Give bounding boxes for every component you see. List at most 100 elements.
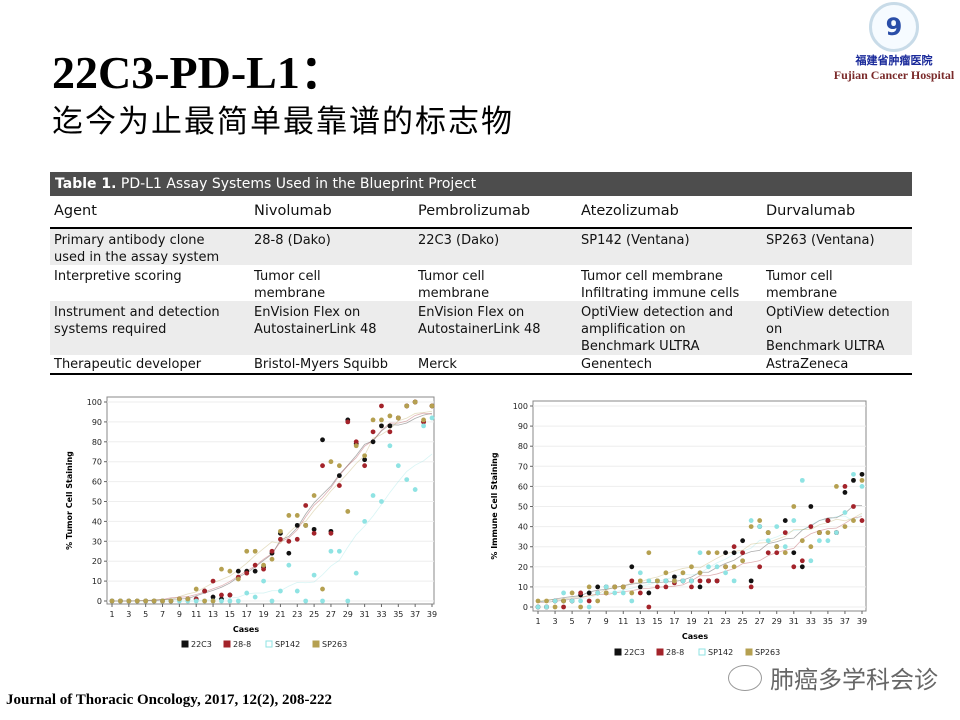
data-point-SP263 <box>765 530 771 536</box>
data-point-SP263 <box>185 596 191 602</box>
data-point-SP142 <box>362 519 368 524</box>
trend-line-28-8 <box>537 516 863 604</box>
data-point-SP142 <box>612 590 618 596</box>
table-cell: OptiView detection on Benchmark ULTRA <box>766 305 890 354</box>
x-tick-label: 13 <box>635 617 645 626</box>
y-tick-label: 80 <box>518 442 528 451</box>
data-point-SP263 <box>740 558 746 564</box>
data-point-SP142 <box>816 538 822 544</box>
data-point-SP263 <box>561 598 566 604</box>
y-tick-label: 40 <box>518 523 528 532</box>
data-point-28-8 <box>336 483 342 488</box>
table-cell: OptiView detection and amplification on … <box>581 305 734 354</box>
x-tick-label: 17 <box>669 617 679 626</box>
data-point-SP263 <box>620 584 626 590</box>
table-cell: Instrument and detection systems require… <box>54 305 220 337</box>
data-point-28-8 <box>586 598 592 604</box>
table-cell: 28-8 (Dako) <box>254 233 331 248</box>
x-tick-label: 31 <box>789 617 799 626</box>
table-row: Therapeutic developer Bristol-Myers Squib… <box>50 355 912 375</box>
data-point-SP263 <box>569 590 575 596</box>
legend-swatch-22C3 <box>181 640 189 648</box>
data-point-SP142 <box>834 530 839 536</box>
table-row: Primary antibody clone used in the assay… <box>50 229 912 265</box>
x-tick-label: 39 <box>857 617 867 626</box>
data-point-22C3 <box>723 550 728 556</box>
data-point-22C3 <box>311 526 317 532</box>
legend-label: 28-8 <box>666 648 684 657</box>
data-point-28-8 <box>370 429 376 435</box>
data-point-SP263 <box>160 598 165 604</box>
data-point-SP263 <box>421 417 426 423</box>
x-tick-label: 15 <box>225 610 235 619</box>
x-tick-label: 21 <box>275 610 285 619</box>
data-point-22C3 <box>748 578 754 584</box>
data-point-28-8 <box>842 484 848 489</box>
x-tick-label: 19 <box>686 617 696 626</box>
y-tick-label: 50 <box>518 503 528 512</box>
table-cell: Tumor cell membrane <box>418 269 490 301</box>
data-point-SP263 <box>774 544 780 550</box>
data-point-22C3 <box>252 568 258 574</box>
legend-label: SP142 <box>708 648 733 657</box>
data-point-SP263 <box>629 590 635 596</box>
data-point-SP142 <box>227 598 233 604</box>
assay-table: Table 1. PD-L1 Assay Systems Used in the… <box>50 172 912 375</box>
x-tick-label: 7 <box>587 617 592 626</box>
data-point-SP142 <box>663 578 669 584</box>
x-tick-label: 33 <box>376 610 386 619</box>
data-point-SP142 <box>791 518 797 523</box>
data-point-SP263 <box>851 518 856 523</box>
data-point-22C3 <box>851 477 856 483</box>
data-point-28-8 <box>765 550 771 556</box>
y-tick-label: 40 <box>92 517 102 526</box>
data-point-SP142 <box>320 598 325 604</box>
data-point-28-8 <box>379 403 384 409</box>
y-tick-label: 0 <box>97 597 102 606</box>
trend-line-SP263 <box>112 410 433 602</box>
data-point-28-8 <box>278 536 283 542</box>
data-point-SP263 <box>294 513 300 518</box>
data-point-SP263 <box>219 566 224 572</box>
data-point-SP263 <box>535 598 541 604</box>
data-point-28-8 <box>362 463 368 469</box>
table-cell: Primary antibody clone used in the assay… <box>54 233 220 265</box>
data-point-SP263 <box>825 530 831 536</box>
data-point-22C3 <box>782 518 788 523</box>
data-point-SP142 <box>723 570 728 576</box>
table-cell: Merck <box>418 357 457 372</box>
data-point-28-8 <box>353 439 359 445</box>
logo-name-en: Fujian Cancer Hospital <box>833 68 955 82</box>
data-point-SP142 <box>535 604 541 610</box>
table-row: Interpretive scoring Tumor cell membrane T… <box>50 265 912 301</box>
data-point-SP142 <box>569 598 575 604</box>
data-point-28-8 <box>629 578 635 584</box>
hospital-emblem-icon: 9 <box>869 2 919 52</box>
data-point-28-8 <box>294 536 300 542</box>
data-point-SP263 <box>278 528 283 534</box>
table-cell: Tumor cell membrane <box>254 269 326 301</box>
legend-label: SP142 <box>275 640 300 649</box>
data-point-SP142 <box>278 588 283 594</box>
data-point-SP142 <box>412 487 418 492</box>
data-point-22C3 <box>210 594 216 600</box>
x-tick-label: 1 <box>535 617 540 626</box>
legend-label: 22C3 <box>624 648 645 657</box>
table-cell: AstraZeneca <box>766 357 849 372</box>
y-tick-label: 60 <box>92 478 102 487</box>
citation: Journal of Thoracic Oncology, 2017, 12(2… <box>6 692 332 708</box>
data-point-28-8 <box>269 548 275 554</box>
x-tick-label: 23 <box>292 610 302 619</box>
data-point-SP142 <box>311 572 317 578</box>
data-point-SP263 <box>311 493 317 498</box>
data-point-SP142 <box>757 524 763 529</box>
slide-title: 22C3-PD-L1： <box>52 47 346 98</box>
y-tick-label: 20 <box>518 563 528 572</box>
data-point-22C3 <box>379 423 384 429</box>
data-point-28-8 <box>697 578 703 584</box>
data-point-SP263 <box>261 562 266 568</box>
trend-line-SP142 <box>112 453 433 602</box>
table-header-row: Agent Nivolumab Pembrolizumab Atezolizum… <box>50 196 912 229</box>
x-axis-label: Cases <box>682 632 708 641</box>
